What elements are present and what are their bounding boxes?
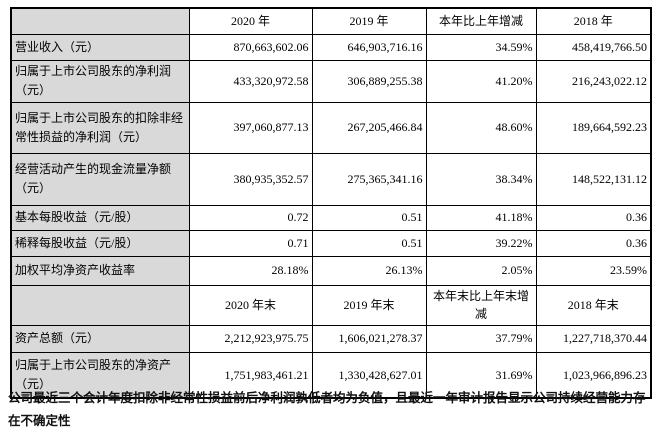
value-cell: 34.59% bbox=[425, 33, 537, 61]
subheader-cell: 2019 年末 bbox=[311, 284, 427, 326]
table-row: 基本每股收益（元/股） 0.72 0.51 41.18% 0.36 bbox=[10, 204, 652, 231]
value-cell: 26.13% bbox=[311, 255, 427, 286]
row-label bbox=[10, 284, 190, 326]
table-subheader-row: 2020 年末 2019 年末 本年末比上年末增减 2018 年末 bbox=[10, 284, 652, 326]
value-cell: 0.51 bbox=[311, 204, 427, 231]
value-cell: 23.59% bbox=[535, 255, 652, 286]
row-label: 基本每股收益（元/股） bbox=[10, 204, 190, 231]
value-cell: 458,419,766.50 bbox=[535, 33, 652, 61]
going-concern-note: 公司最近三个会计年度扣除非经常性损益前后净利润孰低者均为负值，且最近一年审计报告… bbox=[8, 391, 646, 428]
table-row: 加权平均净资产收益率 28.18% 26.13% 2.05% 23.59% bbox=[10, 255, 652, 286]
subheader-cell: 2020 年末 bbox=[188, 284, 313, 326]
value-cell: 1,751,983,461.21 bbox=[188, 351, 313, 399]
subheader-cell: 2018 年末 bbox=[535, 284, 652, 326]
value-cell: 48.60% bbox=[425, 101, 537, 154]
table-row: 归属于上市公司股东的扣除非经常性损益的净利润（元） 397,060,877.13 2… bbox=[10, 101, 652, 154]
value-cell: 2.05% bbox=[425, 255, 537, 286]
value-cell: 0.72 bbox=[188, 204, 313, 231]
value-cell: 41.18% bbox=[425, 204, 537, 231]
value-cell: 433,320,972.58 bbox=[188, 59, 313, 103]
value-cell: 38.34% bbox=[425, 152, 537, 206]
row-label: 营业收入（元） bbox=[10, 33, 190, 61]
table-row: 经营活动产生的现金流量净额（元） 380,935,352.57 275,365,34… bbox=[10, 152, 652, 206]
column-header-2019: 2019 年 bbox=[311, 7, 427, 35]
value-cell: 39.22% bbox=[425, 229, 537, 257]
table-body: 营业收入（元） 870,663,602.06 646,903,716.16 34.59… bbox=[10, 33, 652, 399]
value-cell: 306,889,255.38 bbox=[311, 59, 427, 103]
value-cell: 148,522,131.12 bbox=[535, 152, 652, 206]
subheader-cell: 本年末比上年末增减 bbox=[425, 284, 537, 326]
value-cell: 870,663,602.06 bbox=[188, 33, 313, 61]
value-cell: 1,227,718,370.44 bbox=[535, 324, 652, 353]
table-row: 资产总额（元） 2,212,923,975.75 1,606,021,278.37 3… bbox=[10, 324, 652, 353]
value-cell: 397,060,877.13 bbox=[188, 101, 313, 154]
key-accounting-data-table: 2020 年 2019 年 本年比上年增减 2018 年 营业收入（元） 870,… bbox=[10, 7, 652, 400]
table-row: 营业收入（元） 870,663,602.06 646,903,716.16 34.59… bbox=[10, 33, 652, 61]
value-cell: 267,205,466.84 bbox=[311, 101, 427, 154]
column-header-yoy-change: 本年比上年增减 bbox=[425, 7, 537, 35]
value-cell: 1,330,428,627.01 bbox=[311, 351, 427, 399]
row-label: 归属于上市公司股东的扣除非经常性损益的净利润（元） bbox=[10, 101, 190, 154]
value-cell: 1,606,021,278.37 bbox=[311, 324, 427, 353]
row-label: 加权平均净资产收益率 bbox=[10, 255, 190, 286]
value-cell: 41.20% bbox=[425, 59, 537, 103]
value-cell: 28.18% bbox=[188, 255, 313, 286]
value-cell: 2,212,923,975.75 bbox=[188, 324, 313, 353]
value-cell: 275,365,341.16 bbox=[311, 152, 427, 206]
value-cell: 380,935,352.57 bbox=[188, 152, 313, 206]
table-row: 归属于上市公司股东的净利润（元） 433,320,972.58 306,889,25… bbox=[10, 59, 652, 103]
value-cell: 31.69% bbox=[425, 351, 537, 399]
value-cell: 0.51 bbox=[311, 229, 427, 257]
row-label: 归属于上市公司股东的净利润（元） bbox=[10, 59, 190, 103]
table-header-row: 2020 年 2019 年 本年比上年增减 2018 年 bbox=[10, 7, 652, 35]
row-label: 资产总额（元） bbox=[10, 324, 190, 353]
value-cell: 0.36 bbox=[535, 204, 652, 231]
value-cell: 1,023,966,896.23 bbox=[535, 351, 652, 399]
column-header-2018: 2018 年 bbox=[535, 7, 652, 35]
value-cell: 37.79% bbox=[425, 324, 537, 353]
value-cell: 189,664,592.23 bbox=[535, 101, 652, 154]
table-row: 稀释每股收益（元/股） 0.71 0.51 39.22% 0.36 bbox=[10, 229, 652, 257]
row-label: 稀释每股收益（元/股） bbox=[10, 229, 190, 257]
value-cell: 646,903,716.16 bbox=[311, 33, 427, 61]
column-header-2020: 2020 年 bbox=[188, 7, 313, 35]
row-label: 归属于上市公司股东的净资产（元） bbox=[10, 351, 190, 399]
value-cell: 0.71 bbox=[188, 229, 313, 257]
value-cell: 0.36 bbox=[535, 229, 652, 257]
row-label: 经营活动产生的现金流量净额（元） bbox=[10, 152, 190, 206]
table-row: 归属于上市公司股东的净资产（元） 1,751,983,461.21 1,330,42… bbox=[10, 351, 652, 399]
corner-cell bbox=[10, 7, 190, 35]
value-cell: 216,243,022.12 bbox=[535, 59, 652, 103]
